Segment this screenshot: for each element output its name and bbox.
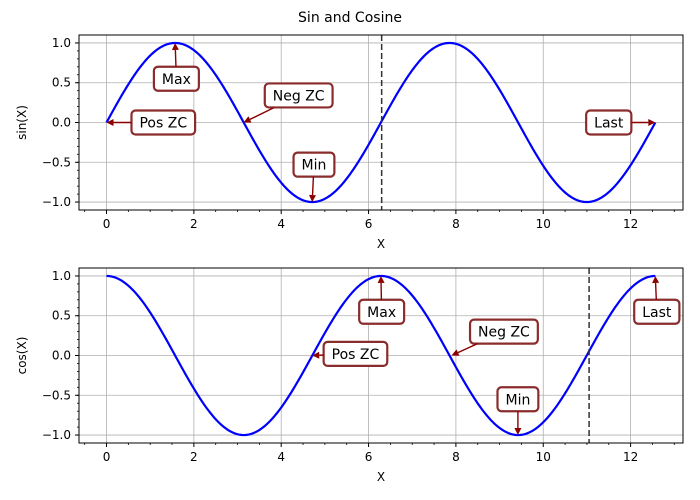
annotation-box: [292, 151, 336, 178]
annotation-arrowhead: [309, 194, 316, 202]
annotation-last: Last: [633, 276, 681, 325]
cos-curve: [106, 274, 656, 437]
annotation-arrow: [654, 282, 657, 300]
y-tick-label: −0.5: [42, 388, 71, 402]
annotation-neg-zc: Neg ZC: [243, 82, 334, 123]
annotation-arrow: [174, 49, 177, 67]
y-axis-label: cos(X): [15, 337, 29, 375]
annotation-label: Pos ZC: [332, 347, 380, 363]
annotation-arrow: [457, 342, 478, 354]
y-tick-label: 1.0: [52, 36, 71, 50]
y-tick-label: 0.0: [52, 349, 71, 363]
annotation-arrowhead: [243, 116, 252, 123]
annotation-arrow: [249, 106, 275, 121]
annotation-arrowhead: [106, 119, 114, 126]
annotation-min: Min: [292, 151, 336, 202]
x-tick-label: 10: [536, 450, 551, 464]
x-tick-label: 6: [365, 217, 373, 231]
annotation-box: [322, 340, 389, 368]
y-tick-label: 0.0: [52, 116, 71, 130]
annotation-max: Max: [358, 276, 406, 325]
x-tick-label: 10: [536, 217, 551, 231]
x-tick-label: 4: [277, 217, 285, 231]
x-tick-label: 8: [452, 217, 460, 231]
annotation-arrowhead: [451, 349, 460, 356]
annotation-label: Neg ZC: [478, 325, 530, 341]
annotation-box: [152, 65, 200, 92]
annotation-last: Last: [585, 109, 656, 136]
x-tick-label: 2: [190, 450, 198, 464]
annotation-arrowhead: [652, 276, 660, 284]
x-tick-label: 8: [452, 450, 460, 464]
x-tick-label: 12: [623, 217, 638, 231]
annotation-label: Pos ZC: [139, 116, 187, 132]
x-axis-label: X: [377, 470, 385, 484]
annotation-label: Last: [642, 305, 672, 321]
axes-frame: [78, 34, 684, 211]
annotation-label: Min: [505, 392, 530, 408]
x-axis-label: X: [377, 237, 385, 251]
annotation-min: Min: [496, 386, 540, 435]
y-tick-label: −1.0: [42, 195, 71, 209]
annotation-max: Max: [152, 43, 200, 92]
y-axis-label: sin(X): [15, 105, 29, 140]
y-tick-label: 1.0: [52, 269, 71, 283]
annotation-arrowhead: [377, 276, 385, 283]
x-tick-label: 2: [190, 217, 198, 231]
y-tick-label: −1.0: [42, 428, 71, 442]
x-tick-label: 4: [277, 450, 285, 464]
figure-title: Sin and Cosine: [298, 10, 402, 26]
annotation-label: Max: [367, 305, 396, 321]
axes-frame: [78, 267, 684, 444]
annotation-pos-zc: Pos ZC: [312, 340, 389, 368]
annotation-label: Max: [162, 72, 191, 88]
annotation-box: [358, 298, 406, 325]
annotation-label: Neg ZC: [273, 88, 325, 104]
x-tick-label: 12: [623, 450, 638, 464]
y-tick-label: −0.5: [42, 155, 71, 169]
x-tick-label: 0: [103, 450, 111, 464]
annotation-pos-zc: Pos ZC: [106, 109, 197, 136]
annotation-label: Min: [302, 158, 327, 174]
annotation-box: [263, 82, 334, 109]
y-tick-label: 0.5: [52, 309, 71, 323]
x-tick-label: 0: [103, 217, 111, 231]
annotation-arrowhead: [648, 119, 656, 126]
annotation-label: Last: [594, 116, 624, 132]
annotation-neg-zc: Neg ZC: [451, 318, 539, 356]
sin-curve: [105, 41, 657, 204]
annotation-arrowhead: [312, 351, 320, 359]
annotation-arrowhead: [514, 428, 522, 435]
x-tick-label: 6: [365, 450, 373, 464]
annotation-box: [633, 298, 681, 325]
annotation-box: [468, 318, 539, 345]
y-tick-label: 0.5: [52, 76, 71, 90]
annotation-arrow: [311, 176, 315, 196]
annotation-arrowhead: [171, 43, 179, 51]
